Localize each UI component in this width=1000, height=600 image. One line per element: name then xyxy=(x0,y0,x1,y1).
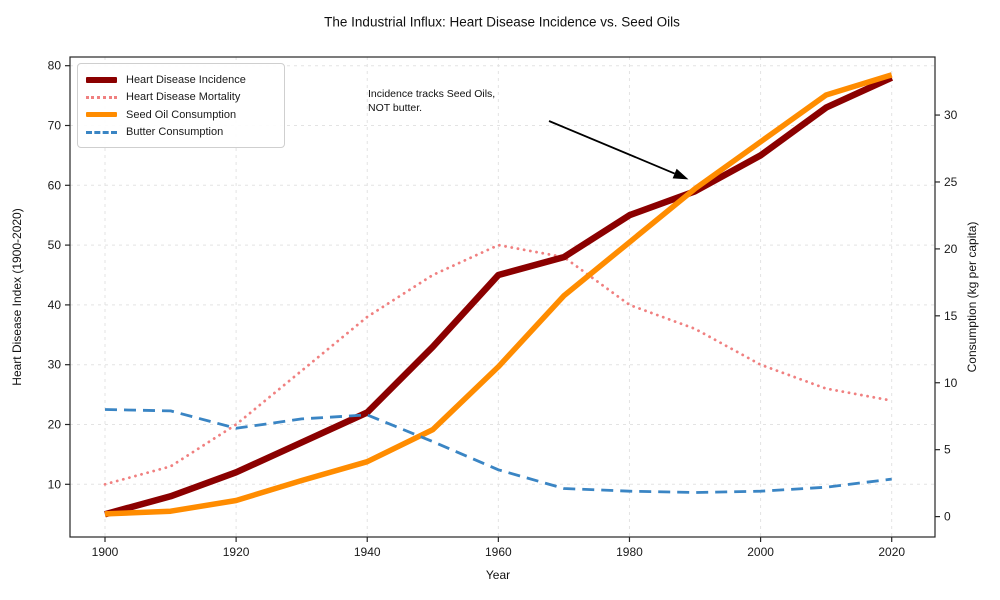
annotation-text: Incidence tracks Seed Oils, NOT butter. xyxy=(368,87,495,115)
tick-label-right: 20 xyxy=(944,242,958,256)
legend-label: Heart Disease Incidence xyxy=(126,73,246,86)
legend-item: Heart Disease Incidence xyxy=(86,71,274,89)
series-line-heart-disease-mortality xyxy=(103,243,894,486)
legend-item: Butter Consumption xyxy=(86,124,274,142)
tick-label-right: 5 xyxy=(944,443,951,457)
tick-label-left: 80 xyxy=(48,59,62,73)
legend-label: Butter Consumption xyxy=(126,126,224,139)
annotation-line1: Incidence tracks Seed Oils, xyxy=(368,88,496,100)
tick-label-right: 25 xyxy=(944,175,958,189)
tick-label-left: 70 xyxy=(48,119,62,133)
tick-label-right: 0 xyxy=(944,510,951,524)
tick-label-left: 20 xyxy=(48,418,62,432)
legend-swatch-solid xyxy=(86,76,117,83)
chart-title: The Industrial Influx: Heart Disease Inc… xyxy=(324,14,680,30)
annotation-arrow-head xyxy=(672,168,689,180)
legend-swatch-dashed xyxy=(86,130,117,134)
annotation-line2: NOT butter. xyxy=(368,102,423,115)
annotation-arrow-shaft xyxy=(548,120,675,175)
tick-label-right: 30 xyxy=(944,108,958,122)
tick-label-right: 10 xyxy=(944,376,958,390)
series-line-heart-disease-incidence xyxy=(104,74,894,518)
legend-item: Seed Oil Consumption xyxy=(86,106,274,124)
legend-swatch-dotted xyxy=(86,95,117,99)
legend-label: Heart Disease Mortality xyxy=(126,91,241,104)
tick-label-bottom: 2000 xyxy=(747,545,774,559)
tick-label-left: 50 xyxy=(48,238,62,252)
legend-item: Heart Disease Mortality xyxy=(86,89,274,107)
tick-label-right: 15 xyxy=(944,309,958,323)
y-axis-label-right: Consumption (kg per capita) xyxy=(965,221,979,373)
tick-label-left: 10 xyxy=(48,477,62,491)
tick-label-bottom: 1900 xyxy=(92,545,119,559)
series-line-butter-consumption xyxy=(104,408,892,494)
axes-spines xyxy=(69,56,936,538)
tick-label-bottom: 1920 xyxy=(223,545,250,559)
tick-label-bottom: 2020 xyxy=(878,545,905,559)
legend: Heart Disease Incidence Heart Disease Mor… xyxy=(77,63,285,148)
tick-label-bottom: 1940 xyxy=(354,545,381,559)
tick-label-left: 60 xyxy=(48,178,62,192)
tick-label-bottom: 1960 xyxy=(485,545,512,559)
tick-label-bottom: 1980 xyxy=(616,545,643,559)
tick-label-left: 40 xyxy=(48,298,62,312)
tick-label-left: 30 xyxy=(48,358,62,372)
legend-label: Seed Oil Consumption xyxy=(126,108,237,121)
x-axis-label: Year xyxy=(485,568,511,582)
y-axis-label-left: Heart Disease Index (1900-2020) xyxy=(10,208,24,386)
legend-swatch-solid xyxy=(86,112,117,118)
series-line-seed-oil-consumption xyxy=(104,72,893,517)
